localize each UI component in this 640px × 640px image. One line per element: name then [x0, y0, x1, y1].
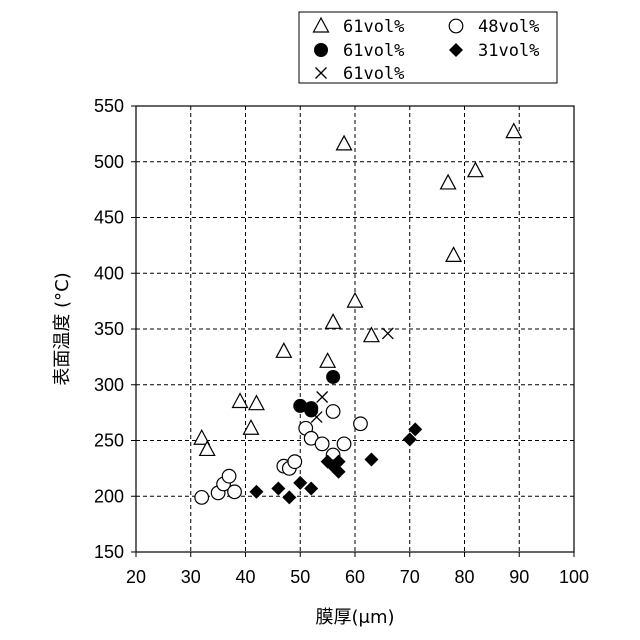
- legend-marker-filled-circle: [314, 43, 328, 57]
- data-point-filled-circle: [326, 370, 340, 384]
- data-point-filled-circle: [304, 403, 318, 417]
- x-tick-label: 90: [509, 567, 529, 587]
- data-point-open-triangle: [249, 396, 264, 410]
- legend-label: 31vol%: [478, 41, 539, 61]
- data-point-open-circle: [222, 469, 236, 483]
- y-tick-label: 300: [94, 375, 124, 395]
- data-point-filled-diamond: [282, 490, 296, 504]
- x-tick-label: 20: [126, 567, 146, 587]
- y-axis-ticks: 150 200 250 300 350 400 450 500 550: [94, 96, 136, 562]
- x-tick-label: 70: [400, 567, 420, 587]
- grid-lines: [136, 106, 574, 552]
- data-point-open-triangle: [364, 328, 379, 342]
- data-point-x: [317, 392, 328, 403]
- data-point-open-circle: [228, 485, 242, 499]
- y-tick-label: 150: [94, 542, 124, 562]
- data-point-open-triangle: [276, 343, 291, 357]
- data-point-open-triangle: [446, 247, 461, 261]
- data-point-open-triangle: [468, 163, 483, 177]
- data-point-x: [382, 328, 393, 339]
- legend-marker-open-circle: [449, 19, 463, 33]
- data-point-open-circle: [337, 437, 351, 451]
- y-tick-label: 500: [94, 152, 124, 172]
- x-tick-label: 100: [559, 567, 589, 587]
- x-tick-label: 80: [454, 567, 474, 587]
- data-point-open-circle: [195, 491, 209, 505]
- legend-label: 61vol%: [343, 64, 404, 84]
- x-axis-title: 膜厚(μm): [315, 607, 394, 628]
- legend-label: 61vol%: [343, 41, 404, 61]
- legend-label: 61vol%: [343, 17, 404, 37]
- y-tick-label: 550: [94, 96, 124, 116]
- y-tick-label: 400: [94, 263, 124, 283]
- y-tick-label: 450: [94, 208, 124, 228]
- data-point-open-triangle: [441, 175, 456, 189]
- data-point-open-triangle: [348, 293, 363, 307]
- data-point-filled-diamond: [364, 452, 378, 466]
- data-point-open-circle: [326, 405, 340, 419]
- data-point-open-triangle: [337, 136, 352, 150]
- data-point-open-circle: [315, 437, 329, 451]
- x-axis-ticks: 20 30 40 50 60 70 80 90 100: [126, 552, 589, 587]
- y-axis-title: 表面温度 (°C): [52, 272, 73, 385]
- data-points: [194, 124, 521, 505]
- x-tick-label: 30: [181, 567, 201, 587]
- data-point-filled-diamond: [271, 481, 285, 495]
- y-tick-label: 200: [94, 486, 124, 506]
- x-tick-label: 40: [235, 567, 255, 587]
- x-tick-label: 60: [345, 567, 365, 587]
- y-tick-label: 250: [94, 431, 124, 451]
- data-point-open-circle: [354, 417, 368, 431]
- legend-label: 48vol%: [478, 17, 539, 37]
- data-point-open-circle: [288, 455, 302, 469]
- y-tick-label: 350: [94, 319, 124, 339]
- x-tick-label: 50: [290, 567, 310, 587]
- data-point-open-triangle: [326, 314, 341, 328]
- data-point-open-triangle: [320, 353, 335, 367]
- legend: 61vol% 61vol% 61vol% 48vol% 31vol%: [299, 12, 557, 84]
